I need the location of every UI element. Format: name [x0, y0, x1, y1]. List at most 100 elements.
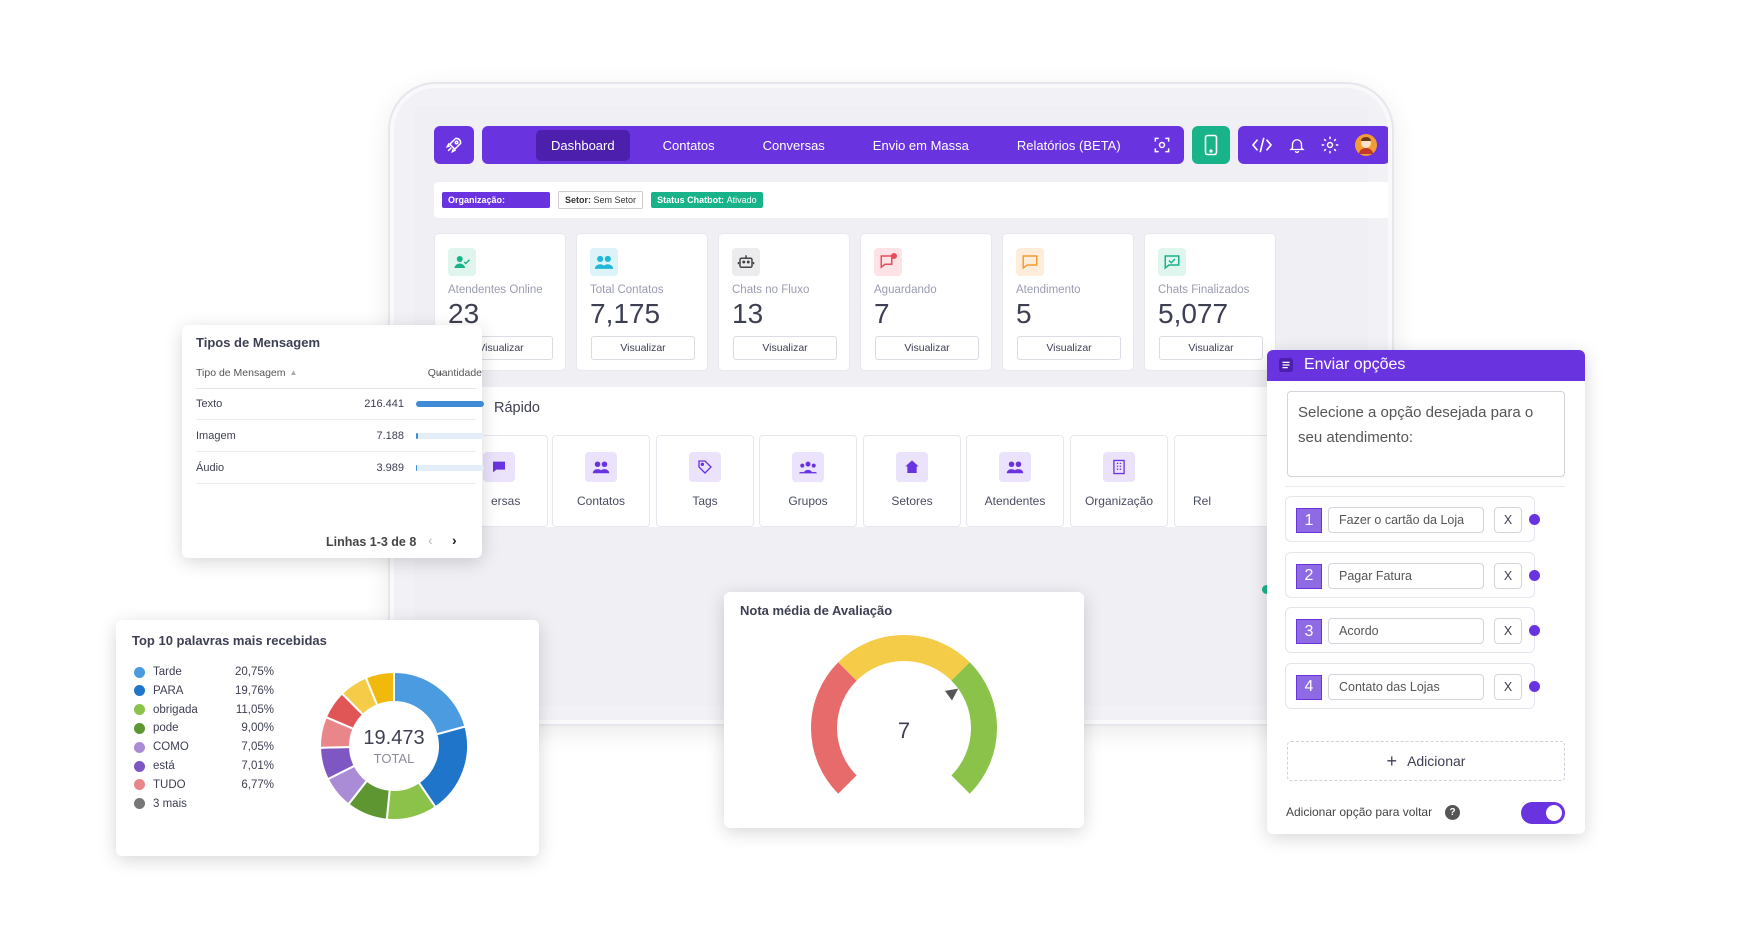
quick-tile-organizacao[interactable]: Organização [1070, 435, 1168, 527]
quick-tile-atendentes[interactable]: Atendentes [966, 435, 1064, 527]
sort-icon[interactable]: ▲ [436, 368, 444, 377]
legend-item[interactable]: TUDO 6,77% [134, 778, 274, 791]
add-option-button[interactable]: + Adicionar [1287, 741, 1565, 781]
legend-item[interactable]: Tarde 20,75% [134, 666, 274, 678]
quick-tile-relatorios[interactable]: Rel [1174, 435, 1272, 527]
avatar[interactable] [1354, 134, 1377, 156]
legend-value: 6,77% [241, 778, 274, 791]
quick-tile-setores[interactable]: Setores [863, 435, 961, 527]
visualizar-button[interactable]: Visualizar [1017, 336, 1121, 360]
remove-option-button[interactable]: X [1494, 673, 1522, 700]
stat-label: Total Contatos [590, 284, 664, 296]
legend-label: TUDO [153, 778, 186, 791]
legend-swatch [134, 704, 145, 716]
quick-tile-tags[interactable]: Tags [656, 435, 754, 527]
gauge-needle [944, 688, 959, 701]
nota-media-title: Nota média de Avaliação [740, 603, 893, 618]
option-text-input[interactable]: Acordo [1328, 618, 1484, 644]
tipos-mensagem-card: Tipos de Mensagem Tipo de Mensagem ▲ ▲ Q… [182, 325, 484, 558]
scan-icon[interactable] [1152, 135, 1172, 155]
table-header: Tipo de Mensagem ▲ ▲ Quantidade [196, 357, 482, 389]
nav-conversas[interactable]: Conversas [762, 137, 825, 153]
option-connector-handle[interactable] [1529, 569, 1540, 581]
chevron-left-icon[interactable]: ‹ [428, 532, 433, 548]
quantity-bar [416, 465, 484, 471]
quick-tile-grupos[interactable]: Grupos [759, 435, 857, 527]
chatbot-status-badge[interactable]: Status Chatbot: Ativado [651, 192, 763, 208]
nav-envio-em-massa[interactable]: Envio em Massa [872, 137, 969, 153]
users-icon [999, 452, 1031, 482]
remove-option-button[interactable]: X [1494, 562, 1522, 589]
mobile-button[interactable] [1192, 126, 1230, 164]
organization-badge[interactable]: Organização: [442, 192, 550, 208]
option-text-input[interactable]: Contato das Lojas [1328, 673, 1484, 700]
donut-slice[interactable] [364, 670, 395, 707]
option-text-input[interactable]: Fazer o cartão da Loja [1328, 507, 1484, 533]
visualizar-button[interactable]: Visualizar [733, 336, 837, 360]
option-text-input[interactable]: Pagar Fatura [1328, 562, 1484, 589]
users-icon [585, 452, 617, 482]
sort-up-icon[interactable]: ▲ [289, 368, 298, 377]
legend-item[interactable]: 3 mais [134, 798, 187, 810]
quick-tile-label: Tags [692, 494, 718, 508]
col-quantidade-header[interactable]: Quantidade [427, 366, 482, 379]
code-icon[interactable] [1251, 136, 1273, 154]
legend-value: 19,76% [234, 684, 274, 697]
quick-tile-label: Rel [1193, 494, 1212, 508]
remove-option-button[interactable]: X [1494, 618, 1522, 644]
option-connector-handle[interactable] [1529, 680, 1540, 692]
setor-value: Sem Setor [593, 195, 637, 205]
stat-card-atendimento: Atendimento 5 Visualizar [1002, 233, 1134, 371]
connector-handle[interactable] [1262, 585, 1271, 594]
legend-value: 7,05% [241, 741, 274, 754]
group-icon [792, 452, 824, 482]
table-row: Áudio 3.989 [196, 452, 484, 484]
legend-value: 20,75% [234, 666, 274, 678]
quick-tile-contatos[interactable]: Contatos [552, 435, 650, 527]
stat-card-chats-no-fluxo: Chats no Fluxo 13 Visualizar [718, 233, 850, 371]
legend-label: pode [153, 722, 179, 735]
legend-item[interactable]: obrigada 11,05% [134, 704, 274, 716]
visualizar-button[interactable]: Visualizar [591, 336, 695, 360]
stat-value: 7 [874, 298, 890, 329]
nav-contatos[interactable]: Contatos [662, 137, 715, 153]
col-tipo-header[interactable]: Tipo de Mensagem [196, 366, 286, 379]
nav-relatorios[interactable]: Relatórios (BETA) [1016, 137, 1121, 153]
quantity-bar-fill [416, 433, 419, 439]
robot-icon [732, 248, 760, 276]
quantity-bar-fill [416, 401, 484, 407]
enviar-opcoes-header: Enviar opções [1267, 350, 1585, 381]
legend-item[interactable]: COMO 7,05% [134, 741, 274, 753]
gauge-segment-mid [838, 635, 970, 681]
rocket-logo-button[interactable] [434, 126, 474, 164]
option-connector-handle[interactable] [1529, 625, 1540, 636]
option-number: 2 [1296, 563, 1322, 589]
gauge-segment-high [951, 662, 997, 794]
visualizar-button[interactable]: Visualizar [875, 336, 979, 360]
quick-access-panel: Rápido ersas Contatos Tags Grupos Setore… [434, 387, 1388, 527]
gauge-segment-low [811, 662, 857, 794]
remove-option-button[interactable]: X [1494, 507, 1522, 533]
stat-value: 5 [1016, 298, 1032, 329]
stat-card-chats-finalizados: Chats Finalizados 5,077 Visualizar [1144, 233, 1276, 371]
gear-icon[interactable] [1320, 135, 1340, 155]
bell-icon[interactable] [1288, 136, 1306, 154]
option-connector-handle[interactable] [1529, 514, 1540, 525]
help-icon[interactable]: ? [1445, 805, 1460, 820]
setor-badge[interactable]: Setor: Sem Setor [558, 191, 644, 209]
legend-item[interactable]: PARA 19,76% [134, 685, 274, 697]
quantity-bar-fill [416, 465, 418, 471]
main-navbar: Dashboard Contatos Conversas Envio em Ma… [482, 126, 1184, 164]
option-number: 3 [1296, 619, 1322, 644]
message-textarea[interactable]: Selecione a opção desejada para o seu at… [1287, 391, 1565, 477]
back-option-toggle[interactable] [1521, 802, 1565, 824]
gauge-chart [811, 635, 997, 794]
chevron-right-icon[interactable]: › [452, 532, 457, 548]
donut-slice[interactable] [393, 670, 467, 736]
nav-dashboard[interactable]: Dashboard [536, 129, 630, 161]
visualizar-button[interactable]: Visualizar [1159, 336, 1263, 360]
legend-item[interactable]: pode 9,00% [134, 722, 274, 735]
donut-total-label: TOTAL [373, 751, 415, 766]
legend-item[interactable]: está 7,01% [134, 760, 274, 772]
quick-tile-label: Contatos [576, 494, 626, 508]
